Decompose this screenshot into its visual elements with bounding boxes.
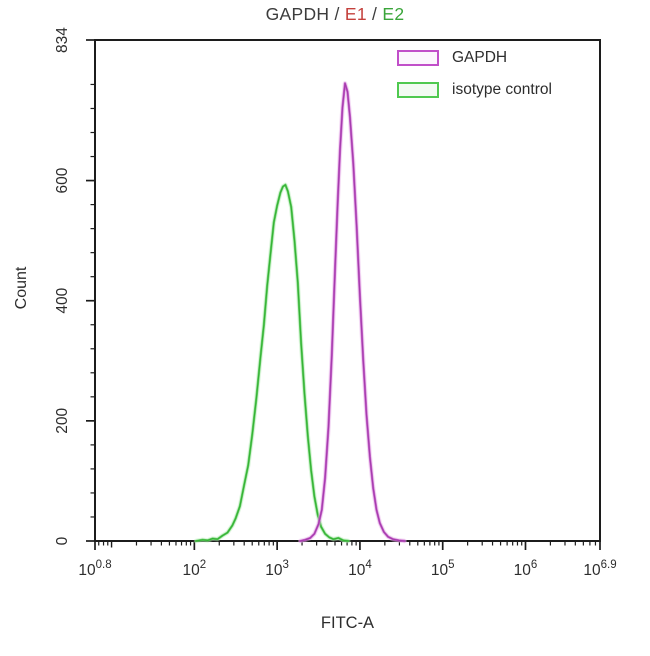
isotype-control-legend-label: isotype control: [452, 80, 552, 98]
chart-title-segment: /: [366, 4, 383, 24]
legend-item-isotype-control: isotype control: [397, 79, 552, 100]
isotype-control-legend-swatch: [397, 81, 439, 98]
plot-frame: [94, 39, 601, 542]
x-axis-tick-label: 105: [431, 559, 455, 579]
y-axis-tick-label: 400: [54, 287, 71, 313]
chart-title-segment: E2: [382, 4, 405, 24]
x-axis-tick-label: 106.9: [583, 559, 616, 579]
x-axis-tick-label: 104: [348, 559, 372, 579]
y-axis-label: Count: [13, 266, 30, 309]
chart-title: GAPDH / E1 / E2: [20, 4, 650, 25]
chart-title-segment: GAPDH /: [265, 4, 345, 24]
y-axis-tick-label: 200: [54, 408, 71, 434]
legend-item-gapdh: GAPDH: [397, 47, 552, 68]
x-axis-tick-label: 103: [265, 559, 289, 579]
x-axis-label: FITC-A: [321, 614, 374, 632]
legend: GAPDH isotype control: [397, 47, 552, 111]
gapdh-legend-swatch: [397, 49, 439, 66]
y-axis-tick-label: 0: [54, 536, 71, 545]
x-axis-tick-label: 106: [514, 559, 538, 579]
x-axis-tick-label: 102: [183, 559, 207, 579]
gapdh-legend-label: GAPDH: [452, 48, 508, 66]
y-axis-tick-label: 600: [54, 167, 71, 193]
curve-gapdh: [299, 82, 406, 542]
chart-title-segment: E1: [344, 4, 367, 24]
x-axis-tick-label: 100.8: [78, 559, 111, 579]
y-axis-tick-label: 834: [54, 27, 71, 53]
